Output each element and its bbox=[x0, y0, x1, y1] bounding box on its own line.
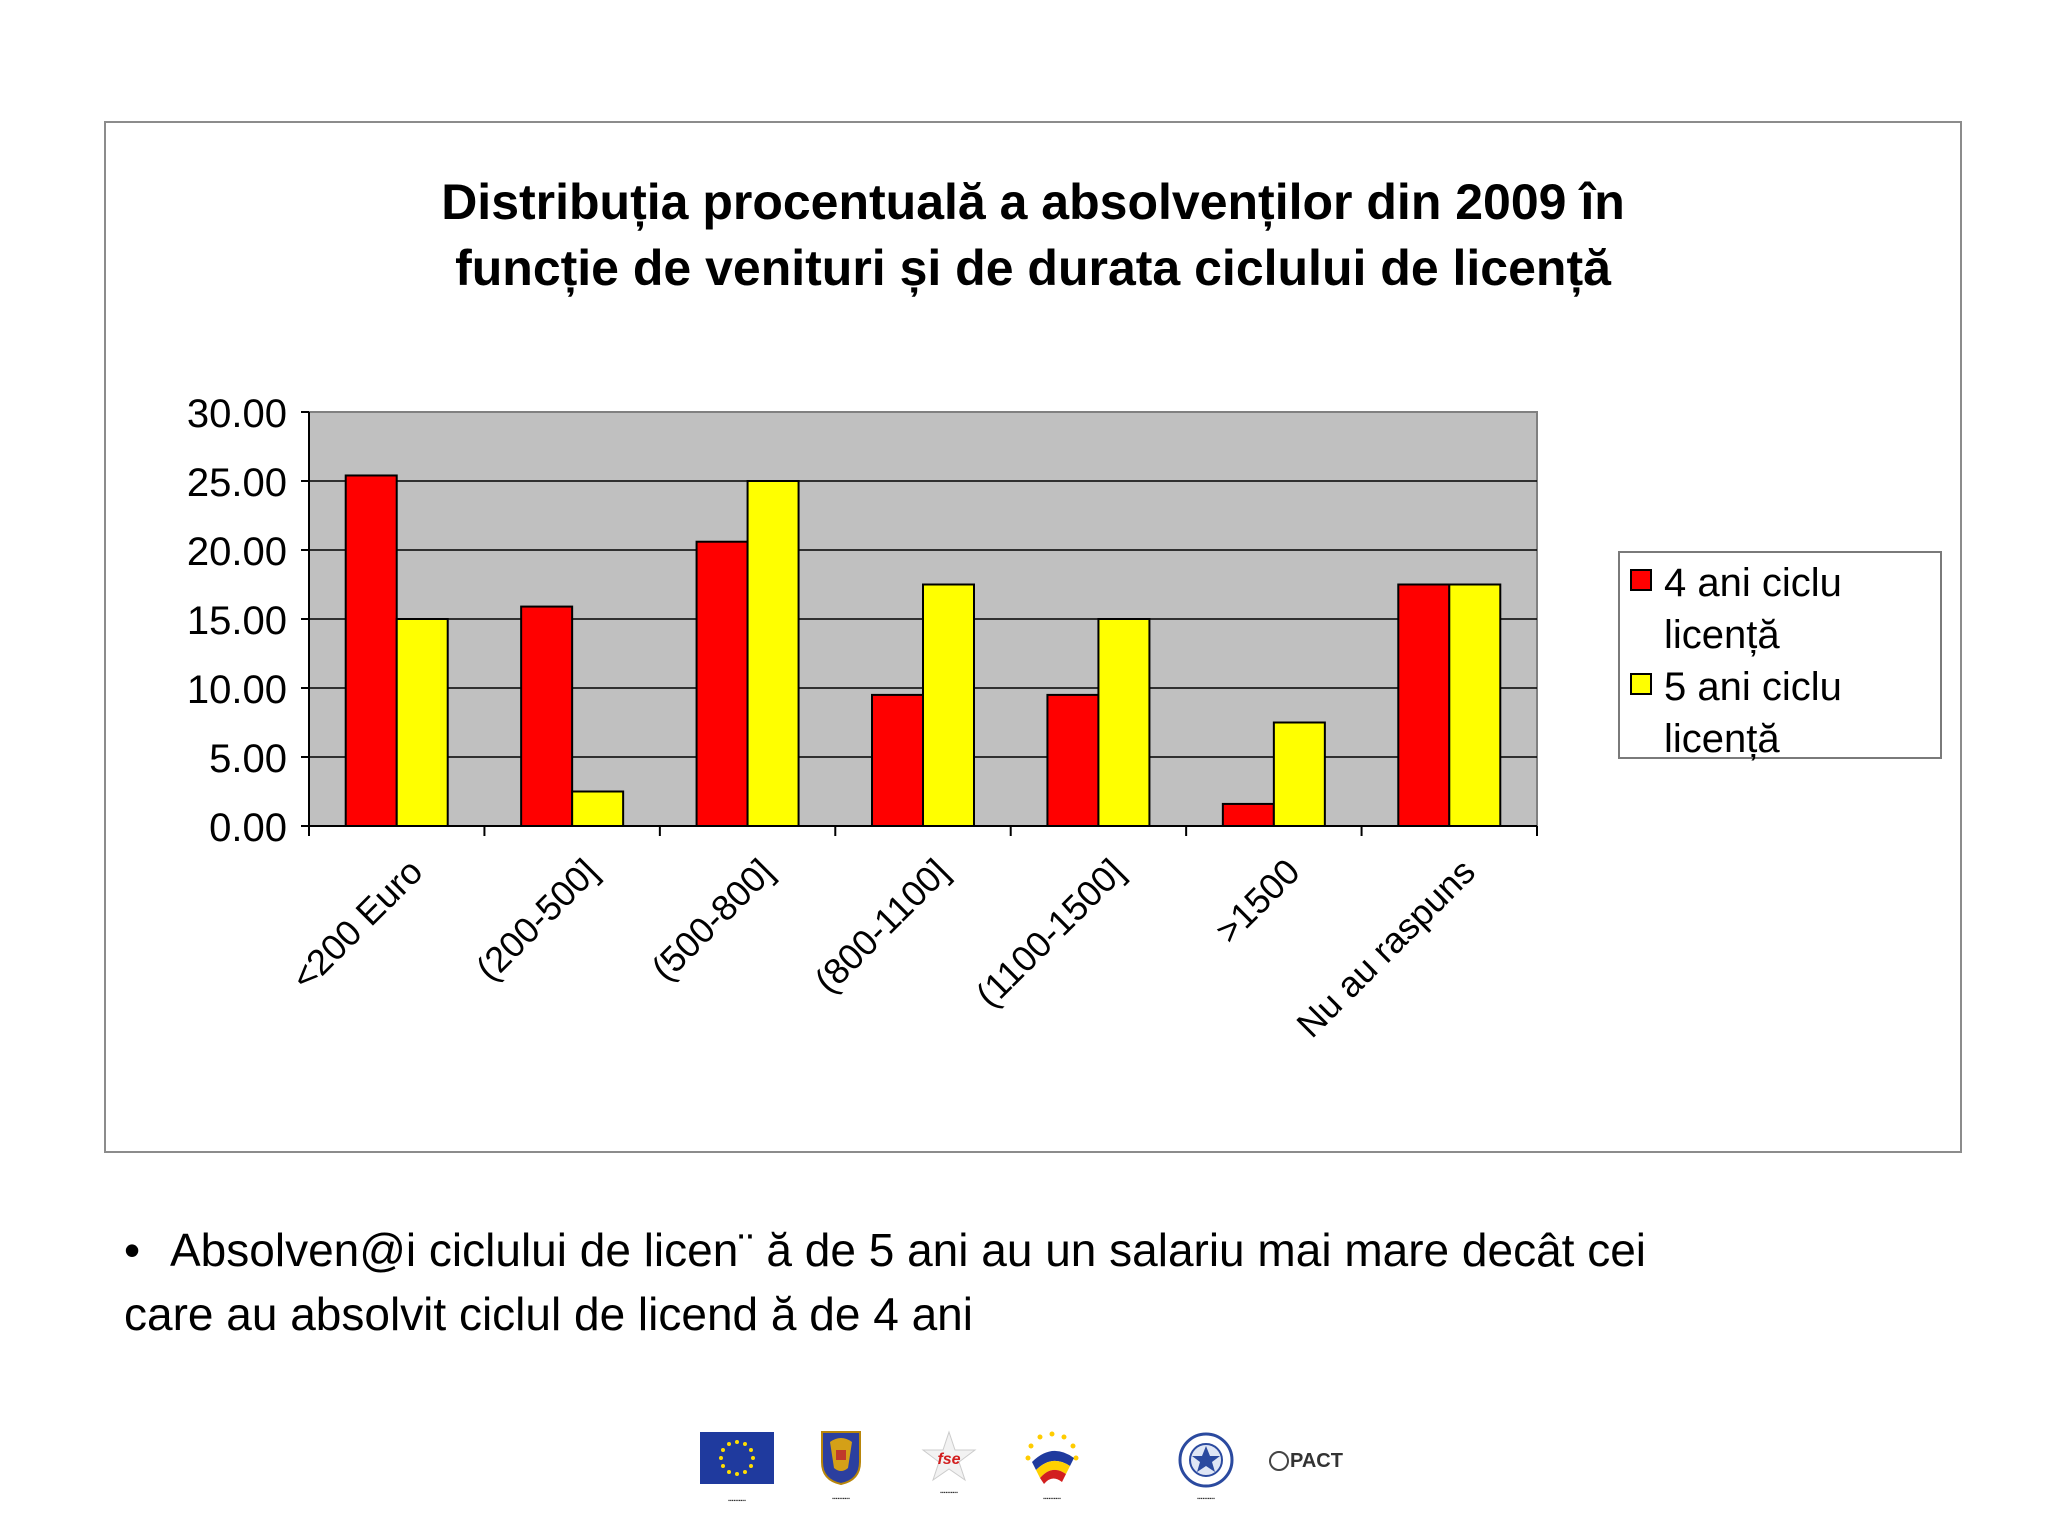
posdru-logo bbox=[1025, 1431, 1079, 1484]
eu-flag-logo bbox=[700, 1432, 774, 1484]
bar-5-ani bbox=[746, 480, 800, 827]
y-tick-label: 20.00 bbox=[187, 530, 287, 574]
legend-label-4-ani-line-2: licență bbox=[1664, 613, 1780, 657]
y-tick-label: 5.00 bbox=[209, 737, 287, 781]
svg-text:fse: fse bbox=[937, 1451, 960, 1468]
bar-5-ani bbox=[395, 618, 449, 827]
chart-title: Distribuția procentuală a absolvenților … bbox=[106, 169, 1960, 301]
bar-5-ani bbox=[1097, 618, 1151, 827]
x-tick-label: (1100-1500] bbox=[968, 851, 1132, 1015]
bullet-text-line-2: care au absolvit ciclul de licend ă de 4… bbox=[124, 1288, 973, 1340]
bar-4-ani bbox=[1046, 693, 1100, 828]
coat-of-arms-logo bbox=[821, 1431, 861, 1486]
bullet-marker: • bbox=[124, 1224, 141, 1276]
chart-container: Distribuția procentuală a absolvenților … bbox=[104, 121, 1962, 1153]
pact-logo-text: PACT bbox=[1290, 1450, 1343, 1472]
bar-chart: 0.00 5.00 10.00 15.00 20.00 25.00 30.00 <200 Eu… bbox=[187, 392, 1538, 1046]
legend-label-5-ani-line-2: licență bbox=[1664, 717, 1780, 761]
bar-4-ani bbox=[520, 605, 574, 827]
chart-legend: 4 ani ciclu licență 5 ani ciclu licență bbox=[1618, 551, 1942, 761]
legend-entry-5-ani: 5 ani ciclu licență bbox=[1630, 661, 1934, 765]
y-tick-label: 15.00 bbox=[187, 599, 287, 643]
x-tick-label: <200 Euro bbox=[283, 851, 430, 998]
cssit-logo bbox=[1178, 1432, 1234, 1488]
legend-swatch-red bbox=[1630, 569, 1652, 591]
x-tick-label: (200-500] bbox=[468, 851, 606, 989]
legend-label-5-ani-line-1: 5 ani ciclu bbox=[1664, 665, 1842, 709]
bar-4-ani bbox=[695, 540, 749, 827]
y-tick-label: 30.00 bbox=[187, 392, 287, 436]
sponsor-logos: ▪▪▪▪▪▪▪▪▪▪ ▪▪▪▪▪▪▪▪▪▪ fse ▪▪▪▪▪▪▪▪▪▪ ▪▪▪… bbox=[700, 1428, 1360, 1528]
fse-logo: fse bbox=[921, 1430, 977, 1482]
y-tick-label: 0.00 bbox=[209, 806, 287, 850]
bar-4-ani bbox=[344, 474, 398, 827]
bar-5-ani bbox=[922, 583, 975, 827]
cssit-logo-caption: ▪▪▪▪▪▪▪▪▪▪ bbox=[1197, 1496, 1215, 1502]
y-tick-label: 25.00 bbox=[187, 461, 287, 505]
chart-title-line-2: funcție de venituri și de durata ciclulu… bbox=[455, 240, 1611, 296]
ministry-logo-caption: ▪▪▪▪▪▪▪▪▪▪ bbox=[832, 1496, 850, 1502]
y-tick-label: 10.00 bbox=[187, 668, 287, 712]
eu-logo-caption: ▪▪▪▪▪▪▪▪▪▪ bbox=[728, 1498, 746, 1504]
bar-4-ani bbox=[871, 693, 924, 828]
bar-5-ani bbox=[571, 790, 625, 827]
x-tick-label: Nu au raspuns bbox=[1288, 851, 1483, 1046]
legend-swatch-yellow bbox=[1630, 673, 1652, 695]
bullet-text-line-1: Absolven@i ciclului de licen¨ ă de 5 ani… bbox=[170, 1224, 1647, 1276]
bullet-text: • Absolven@i ciclului de licen¨ ă de 5 a… bbox=[124, 1218, 1924, 1346]
fse-logo-caption: ▪▪▪▪▪▪▪▪▪▪ bbox=[940, 1490, 958, 1496]
posdru-logo-caption: ▪▪▪▪▪▪▪▪▪▪ bbox=[1043, 1496, 1061, 1502]
pact-logo-mark bbox=[1269, 1451, 1289, 1471]
legend-label-4-ani-line-1: 4 ani ciclu bbox=[1664, 561, 1842, 605]
bar-5-ani bbox=[1448, 583, 1502, 827]
bar-4-ani bbox=[1221, 802, 1275, 827]
legend-entry-4-ani: 4 ani ciclu licență bbox=[1630, 557, 1934, 661]
x-tick-label: >1500 bbox=[1207, 851, 1307, 951]
chart-title-line-1: Distribuția procentuală a absolvenților … bbox=[441, 174, 1625, 230]
bar-5-ani bbox=[1272, 721, 1326, 827]
x-tick-label: (500-800] bbox=[643, 851, 781, 989]
x-tick-label: (800-1100] bbox=[806, 851, 956, 1001]
bar-4-ani bbox=[1397, 583, 1451, 827]
